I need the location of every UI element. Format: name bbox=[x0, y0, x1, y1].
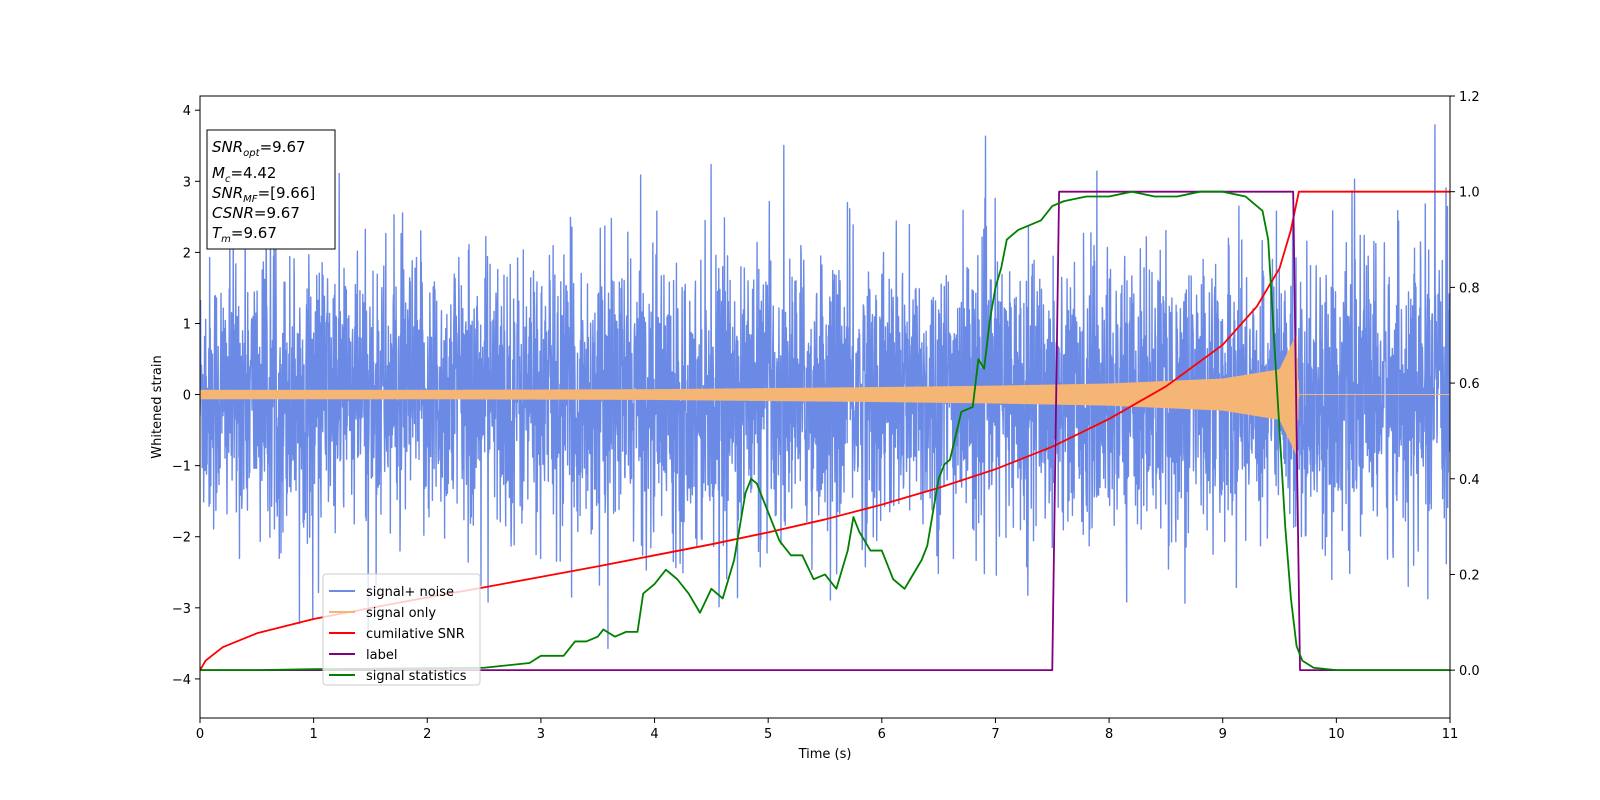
x-tick-label: 5 bbox=[764, 727, 772, 742]
legend-frame bbox=[322, 573, 481, 686]
x-tick-label: 10 bbox=[1328, 727, 1345, 742]
y2-tick-label: 1.0 bbox=[1459, 186, 1480, 201]
info-mc: Mc=4.42 bbox=[212, 164, 276, 185]
x-axis: 0 1 2 3 4 5 6 7 8 9 10 11 bbox=[196, 718, 1458, 742]
y2-tick-label: 0.2 bbox=[1459, 568, 1480, 583]
info-snr-mf: SNRMF=[9.66] bbox=[212, 184, 315, 205]
y-tick-label: −3 bbox=[172, 602, 191, 617]
info-snr-opt-value: 9.67 bbox=[272, 138, 305, 156]
legend-label-signal-only: signal only bbox=[366, 606, 436, 621]
x-tick-label: 11 bbox=[1442, 727, 1459, 742]
info-snr-opt: SNRopt=9.67 bbox=[212, 138, 306, 159]
y-tick-label: −1 bbox=[172, 460, 191, 475]
y-axis-label: Whitened strain bbox=[150, 355, 165, 458]
y-tick-label: 0 bbox=[183, 389, 191, 404]
x-tick-label: 1 bbox=[309, 727, 317, 742]
y-tick-label: 4 bbox=[183, 104, 191, 119]
x-tick-label: 3 bbox=[537, 727, 545, 742]
y-tick-label: −4 bbox=[172, 673, 191, 688]
x-tick-label: 2 bbox=[423, 727, 431, 742]
y2-tick-label: 0.0 bbox=[1459, 664, 1480, 679]
plot-frame bbox=[199, 95, 1451, 719]
info-box: SNRopt=9.67 Mc=4.42 SNRMF=[9.66] CSNR=9.… bbox=[206, 129, 336, 250]
x-tick-label: 9 bbox=[1219, 727, 1227, 742]
y-axis-right: 0.0 0.2 0.4 0.6 0.8 1.0 1.2 bbox=[1450, 90, 1480, 679]
info-box-frame bbox=[206, 129, 336, 250]
legend: signal+ noise signal only cumilative SNR la… bbox=[322, 573, 481, 686]
y-tick-label: 1 bbox=[183, 317, 191, 332]
legend-label-signal-statistics: signal statistics bbox=[366, 669, 467, 684]
y-axis-left: −4 −3 −2 −1 0 1 2 3 4 bbox=[172, 104, 200, 688]
info-csnr-value: 9.67 bbox=[267, 204, 300, 222]
info-tm-value: 9.67 bbox=[244, 224, 277, 242]
info-csnr: CSNR=9.67 bbox=[212, 204, 300, 222]
x-tick-label: 0 bbox=[196, 727, 204, 742]
legend-label-label: label bbox=[366, 648, 397, 663]
x-axis-label: Time (s) bbox=[798, 747, 852, 762]
y-tick-label: 2 bbox=[183, 246, 191, 261]
info-mc-value: 4.42 bbox=[243, 164, 276, 182]
x-tick-label: 6 bbox=[878, 727, 886, 742]
series-line-label bbox=[200, 190, 1450, 672]
info-tm: Tm=9.67 bbox=[212, 224, 277, 245]
y2-tick-label: 0.6 bbox=[1459, 377, 1480, 392]
x-tick-label: 4 bbox=[650, 727, 658, 742]
y2-tick-label: 0.4 bbox=[1459, 473, 1480, 488]
info-snr-mf-value: [9.66] bbox=[270, 184, 315, 202]
legend-label-signal-noise: signal+ noise bbox=[366, 585, 454, 600]
legend-label-cumilative-snr: cumilative SNR bbox=[366, 627, 465, 642]
series-line-signal-only bbox=[200, 335, 1450, 455]
y2-tick-label: 1.2 bbox=[1459, 90, 1480, 105]
series-line-signal-statistics bbox=[200, 190, 1450, 672]
y-tick-label: −2 bbox=[172, 531, 191, 546]
x-tick-label: 7 bbox=[991, 727, 999, 742]
y2-tick-label: 0.8 bbox=[1459, 281, 1480, 296]
x-tick-label: 8 bbox=[1105, 727, 1113, 742]
y-tick-label: 3 bbox=[183, 175, 191, 190]
series-line-signal-noise bbox=[200, 124, 1450, 650]
